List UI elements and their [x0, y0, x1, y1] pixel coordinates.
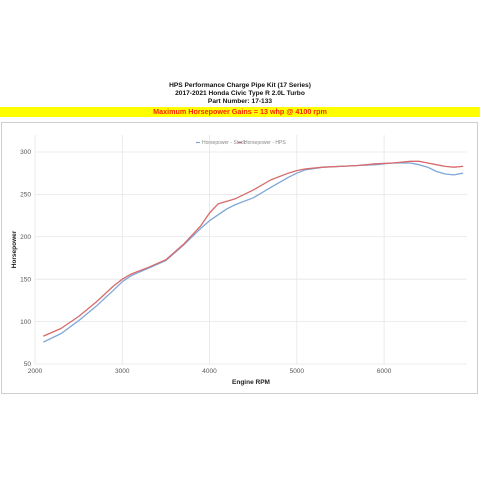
y-tick-label: 250 [20, 192, 31, 199]
x-tick-label: 6000 [377, 368, 392, 375]
x-axis-title: Engine RPM [232, 379, 270, 386]
y-tick-label: 50 [24, 361, 32, 368]
series-line-2 [43, 160, 464, 337]
y-tick-label: 200 [20, 234, 31, 241]
series-line-1 [43, 162, 464, 343]
legend-label: Horsepower - HPS [244, 140, 286, 146]
chart-header: HPS Performance Charge Pipe Kit (17 Seri… [0, 82, 480, 106]
gains-banner: Maximum Horsepower Gains = 13 whp @ 4100… [0, 107, 480, 117]
y-axis-title: Horsepower [11, 230, 18, 268]
legend-label: Horsepower - Stock [202, 140, 246, 146]
chart-panel [1, 122, 478, 394]
y-tick-label: 100 [20, 319, 31, 326]
y-tick-label: 300 [20, 149, 31, 156]
x-tick-label: 3000 [115, 368, 130, 375]
x-tick-label: 4000 [202, 368, 217, 375]
chart-subtitle: 2017-2021 Honda Civic Type R 2.0L Turbo [175, 90, 305, 97]
part-number: Part Number: 17-133 [207, 98, 273, 105]
chart-title: HPS Performance Charge Pipe Kit (17 Seri… [169, 82, 311, 89]
x-tick-label: 2000 [28, 368, 43, 375]
y-tick-label: 150 [20, 276, 31, 283]
x-tick-label: 5000 [290, 368, 305, 375]
